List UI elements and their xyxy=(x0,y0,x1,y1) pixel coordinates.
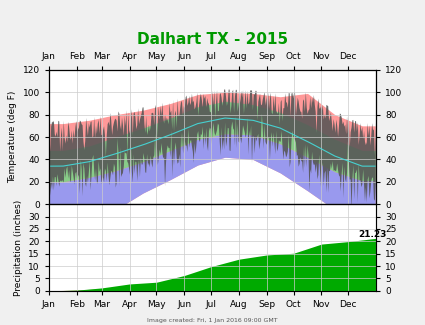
Text: Dalhart TX - 2015: Dalhart TX - 2015 xyxy=(137,32,288,46)
Text: 21.23: 21.23 xyxy=(358,230,387,239)
Y-axis label: Temperature (deg F): Temperature (deg F) xyxy=(8,91,17,183)
Y-axis label: Precipitation (inches): Precipitation (inches) xyxy=(14,200,23,296)
Text: Image created: Fri, 1 Jan 2016 09:00 GMT: Image created: Fri, 1 Jan 2016 09:00 GMT xyxy=(147,318,278,323)
